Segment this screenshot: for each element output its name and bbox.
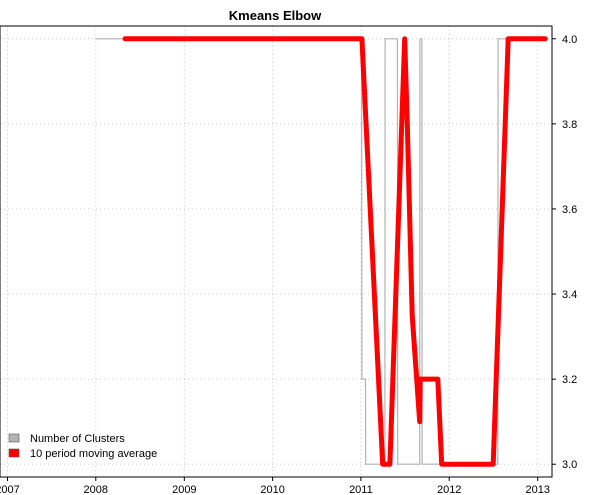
x-tick-label: 2011 xyxy=(349,484,373,495)
x-tick-label: 2013 xyxy=(525,484,549,495)
series-layer xyxy=(95,36,548,467)
x-tick-label: 2012 xyxy=(437,484,461,495)
legend: Number of Clusters 10 period moving aver… xyxy=(8,433,157,460)
y-tick-label: 3.8 xyxy=(562,119,577,131)
legend-label-moving-average: 10 period moving average xyxy=(30,448,157,460)
y-tick-label: 3.2 xyxy=(562,374,577,386)
x-tick-label: 2009 xyxy=(172,484,196,495)
x-axis: 2007 2008 2009 2010 2011 2012 2013 xyxy=(0,477,550,495)
plot-frame xyxy=(0,25,553,478)
y-tick-label: 3.4 xyxy=(562,289,577,301)
legend-swatch-number-of-clusters xyxy=(8,433,20,443)
grid-layer xyxy=(0,26,552,477)
legend-label-number-of-clusters: Number of Clusters xyxy=(30,433,125,445)
y-tick-label: 3.6 xyxy=(562,204,577,216)
x-tick-label: 2007 xyxy=(0,484,20,495)
x-tick-label: 2008 xyxy=(84,484,108,495)
y-axis: 3.0 3.2 3.4 3.6 3.8 4.0 xyxy=(552,34,577,471)
legend-swatch-moving-average xyxy=(8,448,20,458)
series-line-moving-average xyxy=(122,36,548,467)
y-tick-label: 4.0 xyxy=(562,34,577,46)
series-line-number-of-clusters xyxy=(95,38,543,465)
x-tick-label: 2010 xyxy=(260,484,284,495)
y-tick-label: 3.0 xyxy=(562,459,577,471)
chart-title: Kmeans Elbow xyxy=(229,8,322,23)
